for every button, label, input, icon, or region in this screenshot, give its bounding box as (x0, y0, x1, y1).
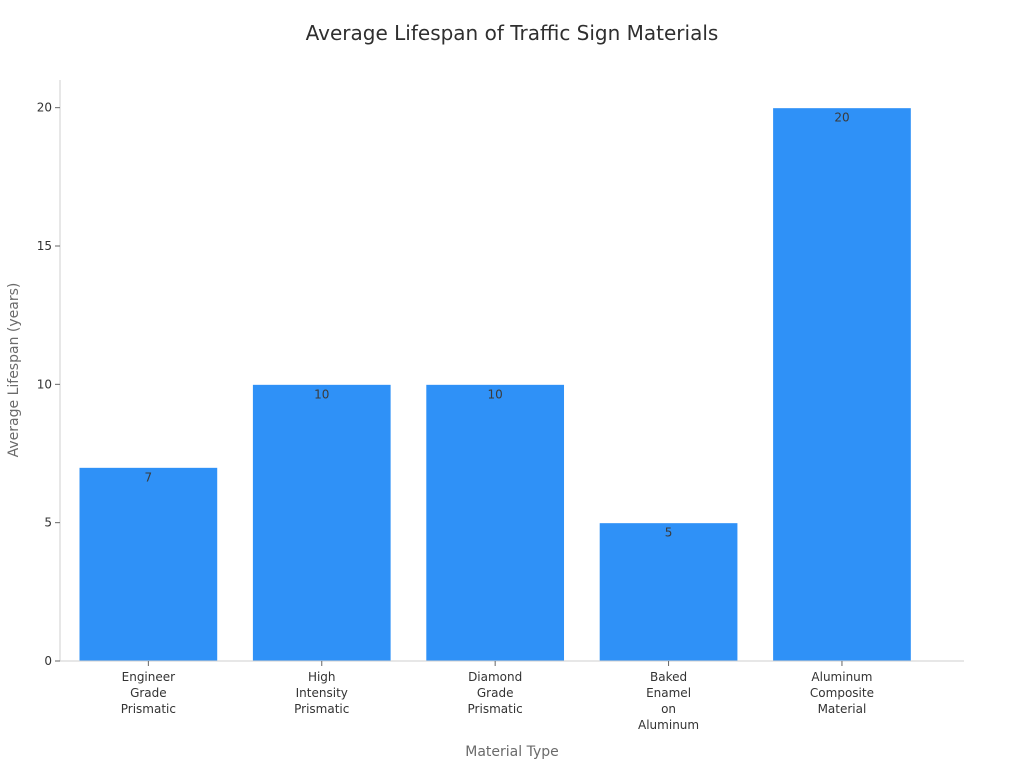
x-ticks-group: Engineer Grade Prismatic High Intensity Prism… (121, 661, 874, 732)
data-label: 7 (145, 470, 153, 484)
x-tick-label-line: Prismatic (121, 702, 176, 716)
bars-group (78, 107, 912, 662)
bar (251, 383, 392, 662)
x-axis-title: Material Type (465, 744, 558, 760)
x-tick-label-line: Engineer (122, 670, 176, 684)
data-label: 10 (314, 387, 329, 401)
x-tick-label-line: Composite (810, 686, 874, 700)
data-labels-group: 7 10 10 5 20 (145, 111, 850, 540)
x-tick-label-line: Prismatic (294, 702, 349, 716)
x-tick-label-line: High (308, 670, 336, 684)
y-tick-label: 20 (37, 101, 52, 115)
data-label: 5 (665, 526, 673, 540)
x-tick-label-line: Grade (130, 686, 167, 700)
x-tick-label-line: Material (818, 702, 867, 716)
y-tick-label: 0 (44, 654, 52, 668)
x-tick-label-line: on (661, 702, 676, 716)
y-tick-label: 15 (37, 239, 52, 253)
chart-title: Average Lifespan of Traffic Sign Materia… (306, 21, 719, 45)
x-tick-label-line: Prismatic (468, 702, 523, 716)
bar (78, 466, 219, 662)
x-tick-label-line: Grade (477, 686, 514, 700)
data-label: 10 (488, 387, 503, 401)
x-tick-label-line: Intensity (296, 686, 348, 700)
x-tick-label: Aluminum Composite Material (810, 670, 874, 716)
bar (598, 522, 739, 662)
x-tick-label-line: Aluminum (811, 670, 872, 684)
x-tick-label: Engineer Grade Prismatic (121, 670, 176, 716)
bar (425, 383, 566, 662)
bar (772, 107, 912, 662)
x-tick-label-line: Diamond (468, 670, 522, 684)
x-tick-label: High Intensity Prismatic (294, 670, 349, 716)
x-tick-label-line: Enamel (646, 686, 691, 700)
y-tick-label: 10 (37, 377, 52, 391)
x-tick-label: Diamond Grade Prismatic (468, 670, 523, 716)
y-ticks-group: 0 5 10 15 20 (37, 101, 60, 668)
y-tick-label: 5 (44, 516, 52, 530)
x-tick-label-line: Baked (650, 670, 687, 684)
x-tick-label: Baked Enamel on Aluminum (638, 670, 699, 732)
data-label: 20 (834, 111, 849, 125)
y-axis-title: Average Lifespan (years) (6, 283, 22, 458)
x-tick-label-line: Aluminum (638, 718, 699, 732)
